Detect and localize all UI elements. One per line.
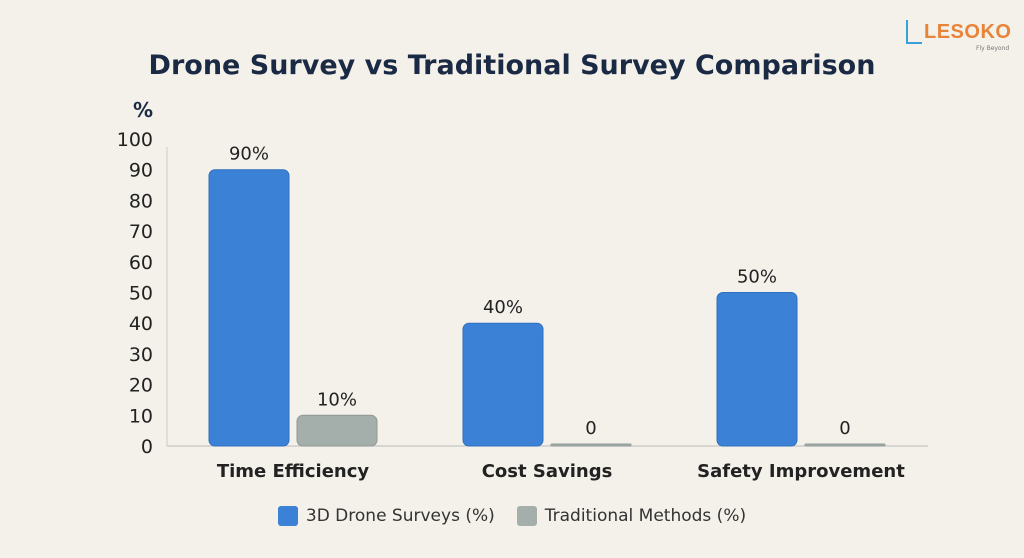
- x-tick-label: Cost Savings: [482, 461, 613, 482]
- data-label: 0: [585, 418, 596, 439]
- y-tick-label: 80: [129, 190, 153, 212]
- x-tick-label: Time Efficiency: [217, 461, 370, 482]
- data-label: 40%: [483, 297, 523, 318]
- bar-traditional: [804, 443, 886, 447]
- lesoko-logo: LESOKO Fly Beyond: [904, 14, 1014, 54]
- legend: 3D Drone Surveys (%) Traditional Methods…: [0, 506, 1024, 526]
- legend-item-traditional: Traditional Methods (%): [516, 506, 747, 526]
- logo-drone-icon: [906, 20, 922, 44]
- y-tick-label: 70: [129, 221, 153, 243]
- y-tick-label: 0: [141, 436, 153, 458]
- logo-text: LESOKO: [924, 21, 1012, 43]
- logo-tagline: Fly Beyond: [976, 45, 1010, 52]
- x-tick-label: Safety Improvement: [697, 461, 905, 482]
- legend-swatch: [277, 506, 298, 526]
- data-label: 90%: [229, 144, 269, 165]
- bar-traditional: [550, 443, 632, 447]
- y-tick-label: 90: [129, 160, 153, 182]
- legend-item-drone: 3D Drone Surveys (%): [277, 506, 495, 526]
- y-tick-label: 40: [129, 313, 153, 335]
- legend-swatch: [516, 506, 537, 526]
- y-tick-label: 100: [117, 129, 153, 151]
- y-axis-label: %: [133, 98, 153, 122]
- y-tick-label: 30: [129, 344, 153, 366]
- y-tick-label: 50: [129, 283, 153, 305]
- legend-label: 3D Drone Surveys (%): [305, 506, 495, 526]
- chart-title: Drone Survey vs Traditional Survey Compa…: [148, 50, 876, 81]
- data-label: 50%: [737, 267, 777, 288]
- bar-drone: [208, 169, 290, 447]
- bar-drone: [716, 292, 798, 447]
- bar-drone: [462, 322, 544, 447]
- data-label: 10%: [317, 389, 357, 410]
- bar-traditional: [296, 414, 378, 447]
- legend-label: Traditional Methods (%): [544, 506, 747, 526]
- data-label: 0: [839, 418, 850, 439]
- y-tick-label: 10: [129, 405, 153, 427]
- y-tick-label: 60: [129, 252, 153, 274]
- y-tick-label: 20: [129, 375, 153, 397]
